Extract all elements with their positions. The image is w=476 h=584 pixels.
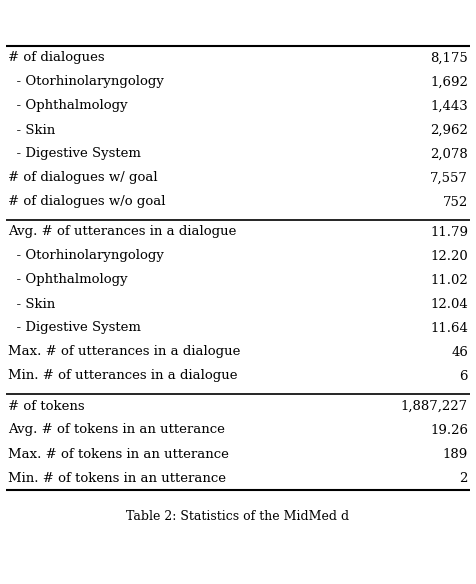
Text: 1,887,227: 1,887,227 (401, 399, 468, 412)
Text: 11.64: 11.64 (430, 322, 468, 335)
Text: Min. # of tokens in an utterance: Min. # of tokens in an utterance (8, 471, 226, 485)
Text: 11.79: 11.79 (430, 225, 468, 238)
Text: - Digestive System: - Digestive System (8, 148, 141, 161)
Text: 12.20: 12.20 (430, 249, 468, 262)
Text: 46: 46 (451, 346, 468, 359)
Text: - Ophthalmology: - Ophthalmology (8, 99, 128, 113)
Text: Table 2: Statistics of the MidMed d: Table 2: Statistics of the MidMed d (127, 510, 349, 523)
Text: 7,557: 7,557 (430, 172, 468, 185)
Text: Avg. # of utterances in a dialogue: Avg. # of utterances in a dialogue (8, 225, 237, 238)
Text: # of dialogues: # of dialogues (8, 51, 105, 64)
Text: # of dialogues w/o goal: # of dialogues w/o goal (8, 196, 166, 208)
Text: - Ophthalmology: - Ophthalmology (8, 273, 128, 287)
Text: - Otorhinolaryngology: - Otorhinolaryngology (8, 75, 164, 89)
Text: - Otorhinolaryngology: - Otorhinolaryngology (8, 249, 164, 262)
Text: 12.04: 12.04 (430, 297, 468, 311)
Text: 189: 189 (443, 447, 468, 461)
Text: Max. # of utterances in a dialogue: Max. # of utterances in a dialogue (8, 346, 240, 359)
Text: # of tokens: # of tokens (8, 399, 85, 412)
Text: Avg. # of tokens in an utterance: Avg. # of tokens in an utterance (8, 423, 225, 436)
Text: 19.26: 19.26 (430, 423, 468, 436)
Text: Min. # of utterances in a dialogue: Min. # of utterances in a dialogue (8, 370, 238, 383)
Text: 2,962: 2,962 (430, 123, 468, 137)
Text: 1,443: 1,443 (430, 99, 468, 113)
Text: 2,078: 2,078 (430, 148, 468, 161)
Text: 2: 2 (460, 471, 468, 485)
Text: 752: 752 (443, 196, 468, 208)
Text: 1,692: 1,692 (430, 75, 468, 89)
Text: - Skin: - Skin (8, 123, 55, 137)
Text: 8,175: 8,175 (430, 51, 468, 64)
Text: Max. # of tokens in an utterance: Max. # of tokens in an utterance (8, 447, 229, 461)
Text: 6: 6 (459, 370, 468, 383)
Text: - Digestive System: - Digestive System (8, 322, 141, 335)
Text: 11.02: 11.02 (430, 273, 468, 287)
Text: # of dialogues w/ goal: # of dialogues w/ goal (8, 172, 158, 185)
Text: - Skin: - Skin (8, 297, 55, 311)
